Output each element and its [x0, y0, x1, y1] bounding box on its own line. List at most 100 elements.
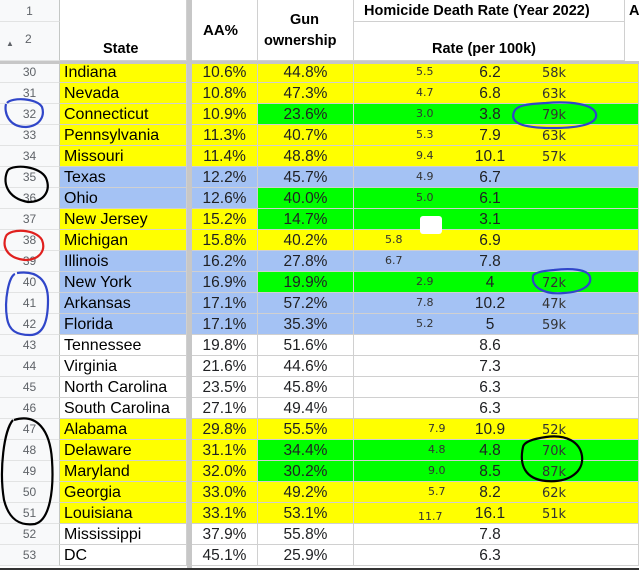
state-cell[interactable]: Tennessee: [60, 335, 187, 356]
gun-ownership-cell[interactable]: 14.7%: [258, 209, 354, 230]
row-number[interactable]: 51: [0, 503, 60, 524]
rate-header[interactable]: Rate (per 100k): [354, 22, 624, 61]
homicide-rate-cell[interactable]: 4: [485, 274, 495, 291]
state-cell[interactable]: Georgia: [60, 482, 187, 503]
aa-cell[interactable]: 33.1%: [192, 503, 258, 524]
gun-ownership-cell[interactable]: 27.8%: [258, 251, 354, 272]
aa-cell[interactable]: 45.1%: [192, 545, 258, 566]
homicide-rate-cell[interactable]: 6.1: [479, 190, 501, 207]
state-cell[interactable]: Indiana: [60, 62, 187, 83]
aa-cell[interactable]: 11.4%: [192, 146, 258, 167]
aa-cell[interactable]: 31.1%: [192, 440, 258, 461]
state-cell[interactable]: Illinois: [60, 251, 187, 272]
row-number[interactable]: 31: [0, 83, 60, 104]
gun-ownership-cell[interactable]: 35.3%: [258, 314, 354, 335]
aa-cell[interactable]: 15.8%: [192, 230, 258, 251]
homicide-rate-cell[interactable]: 6.3: [479, 379, 501, 396]
homicide-rate-cell[interactable]: 5: [485, 316, 495, 333]
row-number[interactable]: 43: [0, 335, 60, 356]
gun-ownership-cell[interactable]: 44.8%: [258, 62, 354, 83]
homicide-rate-cell[interactable]: 8.6: [479, 337, 501, 354]
aa-cell[interactable]: 16.2%: [192, 251, 258, 272]
row-number[interactable]: 41: [0, 293, 60, 314]
row-number[interactable]: 46: [0, 398, 60, 419]
gun-ownership-cell[interactable]: 53.1%: [258, 503, 354, 524]
homicide-group-header[interactable]: Homicide Death Rate (Year 2022): [354, 0, 624, 22]
aa-cell[interactable]: 32.0%: [192, 461, 258, 482]
gun-ownership-cell[interactable]: 30.2%: [258, 461, 354, 482]
aa-cell[interactable]: 27.1%: [192, 398, 258, 419]
row-number[interactable]: 48: [0, 440, 60, 461]
aa-cell[interactable]: 15.2%: [192, 209, 258, 230]
state-cell[interactable]: Michigan: [60, 230, 187, 251]
state-cell[interactable]: Louisiana: [60, 503, 187, 524]
state-header[interactable]: State: [60, 0, 187, 61]
state-cell[interactable]: Pennsylvania: [60, 125, 187, 146]
frozen-row-divider[interactable]: [0, 61, 639, 64]
state-cell[interactable]: Alabama: [60, 419, 187, 440]
row-number[interactable]: 40: [0, 272, 60, 293]
gun-ownership-cell[interactable]: 40.7%: [258, 125, 354, 146]
gun-ownership-cell[interactable]: 19.9%: [258, 272, 354, 293]
state-cell[interactable]: Missouri: [60, 146, 187, 167]
state-cell[interactable]: Mississippi: [60, 524, 187, 545]
homicide-rate-cell[interactable]: 3.1: [479, 211, 501, 228]
homicide-rate-cell[interactable]: 7.8: [479, 253, 501, 270]
aa-header[interactable]: AA%: [192, 0, 258, 61]
homicide-rate-cell[interactable]: 6.8: [479, 85, 501, 102]
aa-cell[interactable]: 17.1%: [192, 314, 258, 335]
gun-ownership-header[interactable]: Gun ownership: [258, 0, 354, 61]
row-number[interactable]: 50: [0, 482, 60, 503]
state-cell[interactable]: South Carolina: [60, 398, 187, 419]
aa-cell[interactable]: 11.3%: [192, 125, 258, 146]
homicide-rate-cell[interactable]: 6.2: [479, 64, 501, 81]
gun-ownership-cell[interactable]: 49.4%: [258, 398, 354, 419]
state-cell[interactable]: DC: [60, 545, 187, 566]
homicide-rate-cell[interactable]: 6.3: [479, 400, 501, 417]
homicide-rate-cell[interactable]: 10.1: [474, 148, 506, 165]
homicide-rate-cell[interactable]: 10.2: [474, 295, 506, 312]
row-number[interactable]: 37: [0, 209, 60, 230]
gun-ownership-cell[interactable]: 25.9%: [258, 545, 354, 566]
state-cell[interactable]: Connecticut: [60, 104, 187, 125]
gun-ownership-cell[interactable]: 40.2%: [258, 230, 354, 251]
state-cell[interactable]: New Jersey: [60, 209, 187, 230]
row-number[interactable]: 45: [0, 377, 60, 398]
gun-ownership-cell[interactable]: 45.7%: [258, 167, 354, 188]
homicide-rate-cell[interactable]: 10.9: [474, 421, 506, 438]
homicide-rate-cell[interactable]: 8.5: [479, 463, 501, 480]
row-number-2[interactable]: ▲ 2: [0, 22, 60, 61]
homicide-rate-cell[interactable]: 6.3: [479, 547, 501, 564]
state-cell[interactable]: Maryland: [60, 461, 187, 482]
gun-ownership-cell[interactable]: 47.3%: [258, 83, 354, 104]
gun-ownership-cell[interactable]: 45.8%: [258, 377, 354, 398]
aa-cell[interactable]: 10.6%: [192, 62, 258, 83]
state-cell[interactable]: New York: [60, 272, 187, 293]
gun-ownership-cell[interactable]: 40.0%: [258, 188, 354, 209]
row-number-1[interactable]: 1: [0, 0, 60, 22]
aa-cell[interactable]: 10.8%: [192, 83, 258, 104]
gun-ownership-cell[interactable]: 55.5%: [258, 419, 354, 440]
gun-ownership-cell[interactable]: 51.6%: [258, 335, 354, 356]
state-cell[interactable]: Ohio: [60, 188, 187, 209]
row-number[interactable]: 38: [0, 230, 60, 251]
state-cell[interactable]: Florida: [60, 314, 187, 335]
aa-cell[interactable]: 21.6%: [192, 356, 258, 377]
gun-ownership-cell[interactable]: 23.6%: [258, 104, 354, 125]
row-number[interactable]: 33: [0, 125, 60, 146]
homicide-rate-cell[interactable]: 3.8: [479, 106, 501, 123]
aa-cell[interactable]: 23.5%: [192, 377, 258, 398]
state-cell[interactable]: Delaware: [60, 440, 187, 461]
homicide-rate-cell[interactable]: 6.9: [479, 232, 501, 249]
homicide-rate-cell[interactable]: 7.8: [479, 526, 501, 543]
gun-ownership-cell[interactable]: 49.2%: [258, 482, 354, 503]
aa-cell[interactable]: 10.9%: [192, 104, 258, 125]
row-number[interactable]: 32: [0, 104, 60, 125]
state-cell[interactable]: Nevada: [60, 83, 187, 104]
homicide-rate-cell[interactable]: 7.9: [479, 127, 501, 144]
aa-cell[interactable]: 33.0%: [192, 482, 258, 503]
homicide-rate-cell[interactable]: 6.7: [479, 169, 501, 186]
aa-cell[interactable]: 19.8%: [192, 335, 258, 356]
row-number[interactable]: 47: [0, 419, 60, 440]
homicide-rate-cell[interactable]: 4.8: [479, 442, 501, 459]
